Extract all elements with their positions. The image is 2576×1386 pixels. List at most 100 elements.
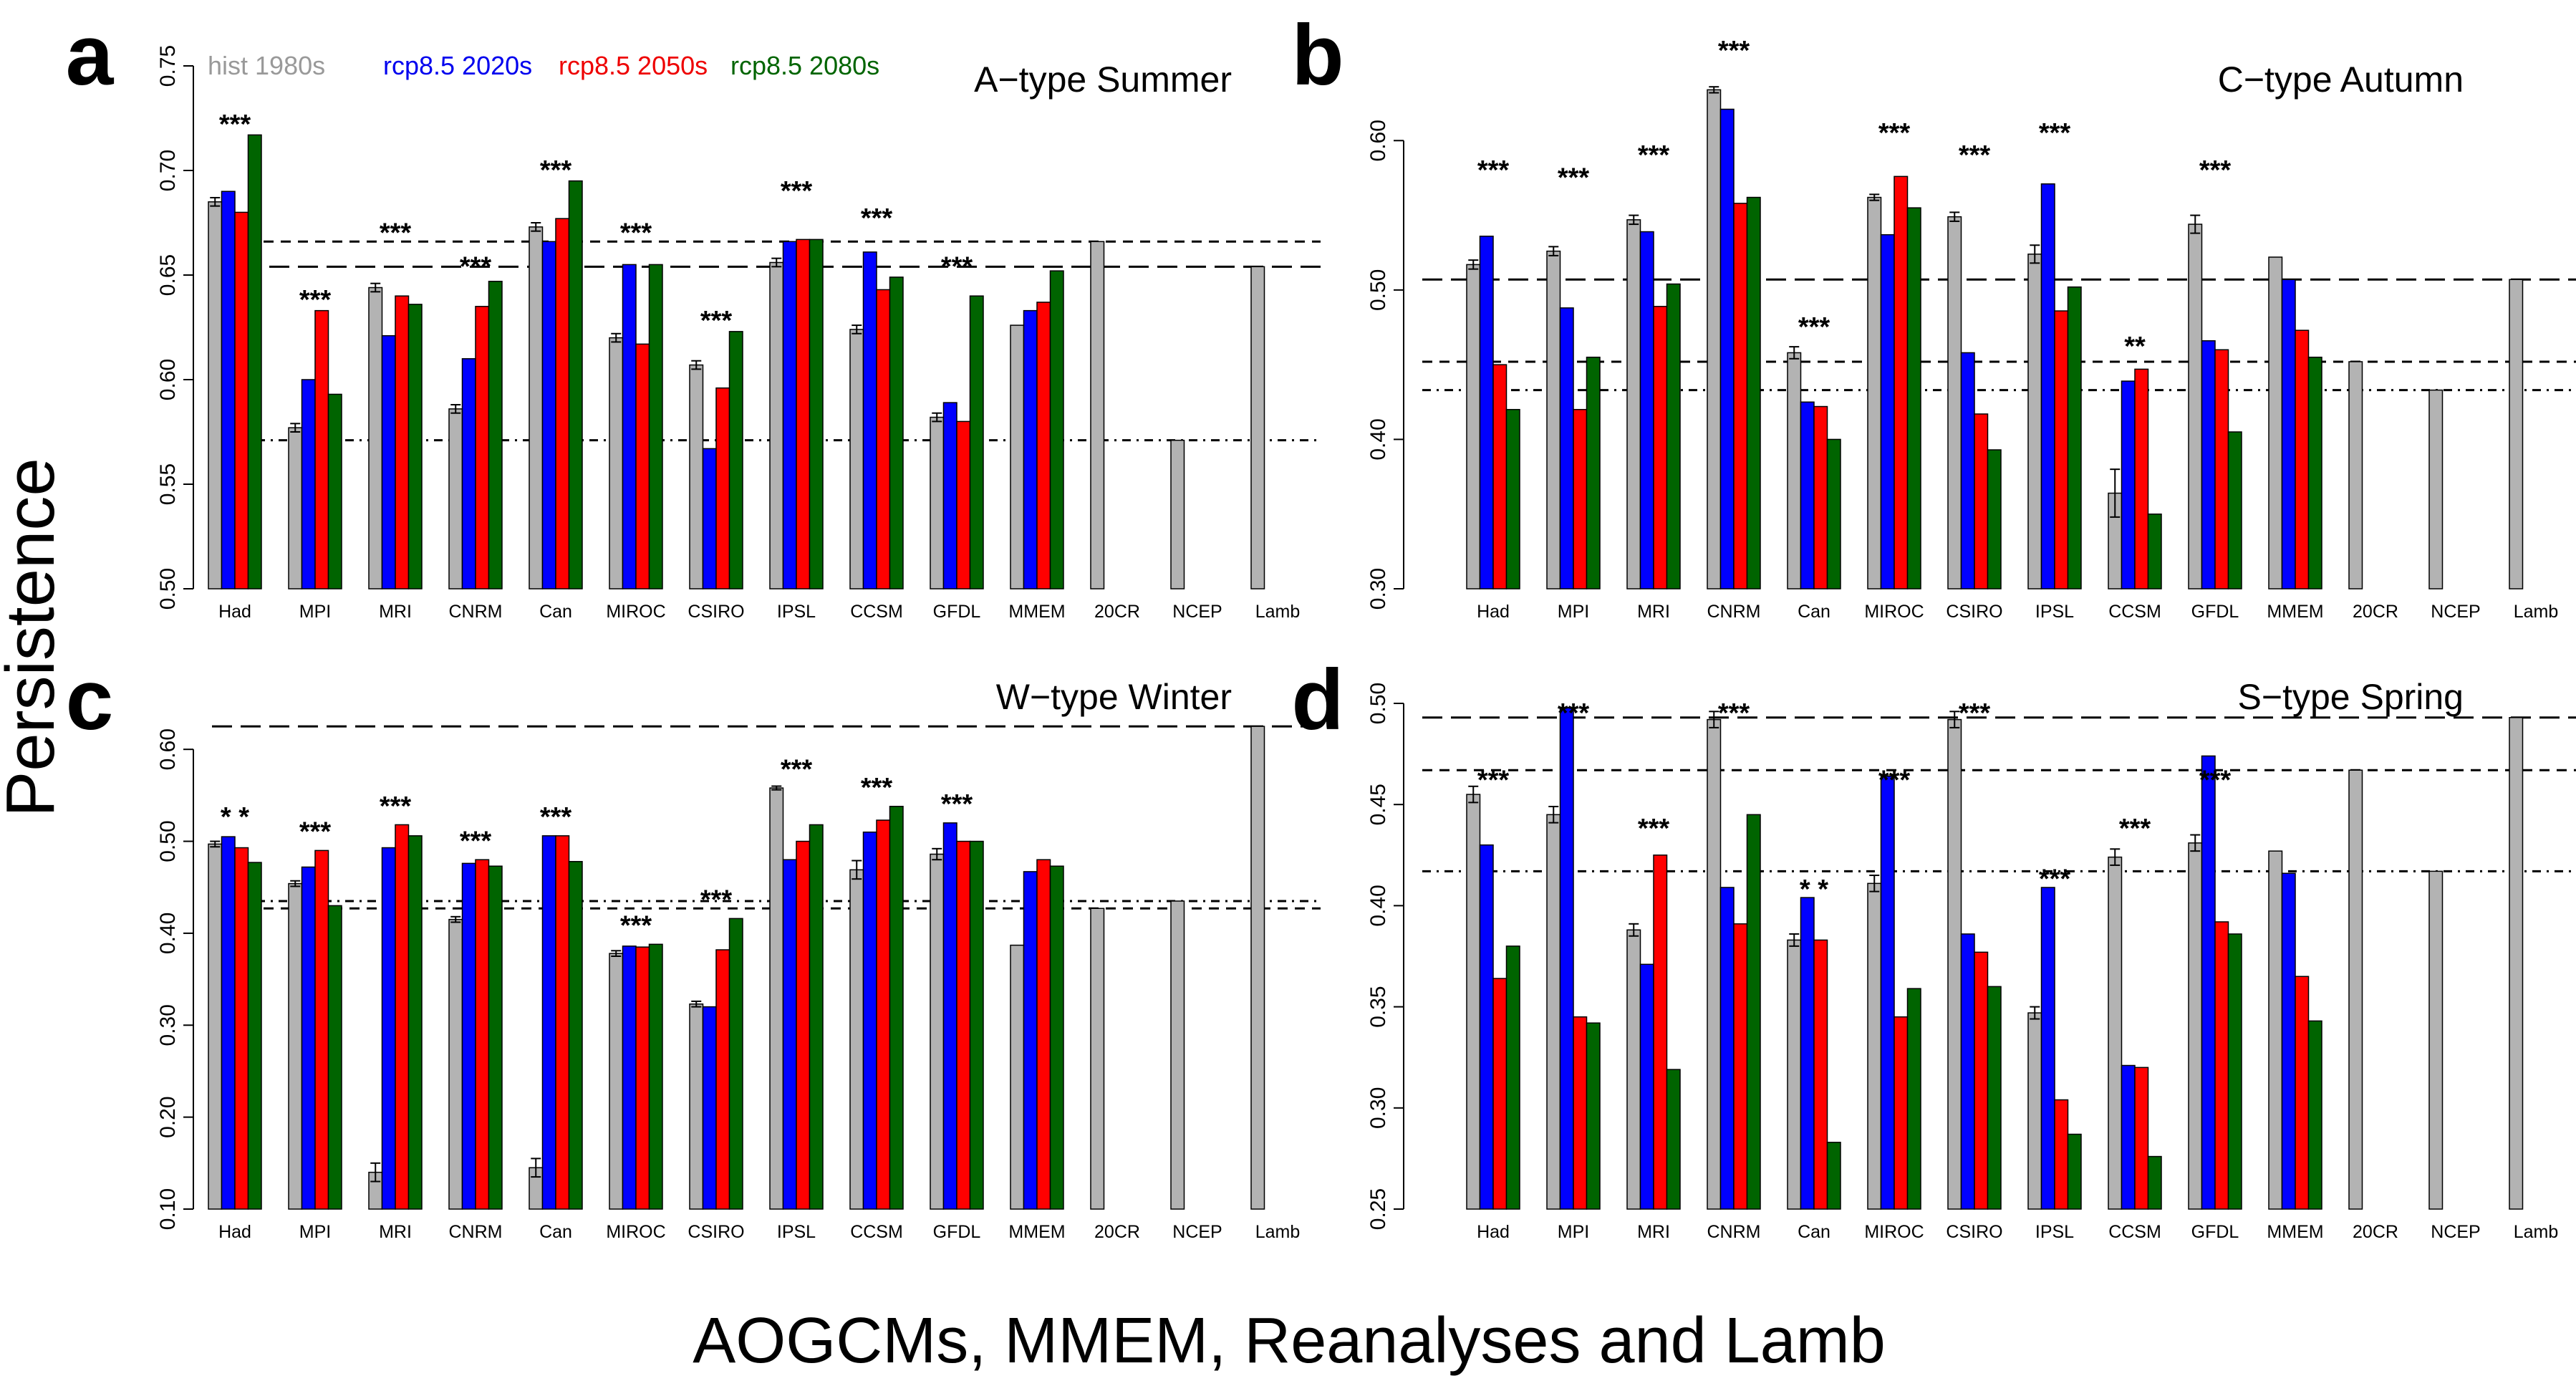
significance-label: *** — [1718, 36, 1750, 66]
x-tick-label: IPSL — [777, 1222, 816, 1242]
bar — [2214, 921, 2229, 1210]
significance-label: *** — [1959, 698, 1991, 728]
x-tick-label: NCEP — [1172, 602, 1222, 622]
bar — [702, 448, 717, 589]
significance-label: *** — [620, 911, 652, 941]
bar — [1170, 900, 1185, 1210]
panel-title: S−type Spring — [2238, 677, 2464, 717]
bar — [2214, 349, 2229, 589]
bar — [2509, 279, 2524, 589]
bar — [702, 1006, 717, 1210]
bar — [1466, 264, 1481, 589]
bar — [555, 218, 570, 589]
x-tick-label: 20CR — [1094, 1222, 1140, 1242]
bar — [1719, 108, 1735, 589]
significance-label: *** — [2039, 118, 2071, 148]
bar — [2428, 870, 2444, 1210]
bar — [1559, 307, 1574, 589]
bar — [395, 295, 410, 589]
bar — [461, 862, 476, 1210]
panel-letter: b — [1291, 7, 1344, 103]
x-tick-label: MPI — [1558, 602, 1589, 622]
bar — [1479, 844, 1494, 1210]
x-tick-label: CSIRO — [688, 602, 744, 622]
bar — [2027, 254, 2042, 589]
x-tick-label: MPI — [299, 1222, 331, 1242]
bar — [1733, 923, 1748, 1210]
x-tick-label: CSIRO — [1946, 602, 2002, 622]
panel-title: W−type Winter — [996, 677, 1232, 717]
bar — [1546, 814, 1561, 1210]
bar — [876, 819, 891, 1210]
significance-label: *** — [700, 306, 733, 336]
bar — [448, 408, 463, 589]
bar — [2040, 183, 2055, 589]
bar — [862, 251, 877, 589]
significance-label: *** — [861, 773, 893, 803]
bar — [2201, 340, 2216, 589]
bar — [1479, 236, 1494, 589]
bar — [1559, 706, 1574, 1210]
significance-label: *** — [1477, 765, 1510, 795]
bar — [2121, 1064, 2136, 1210]
bar — [969, 840, 984, 1210]
bar — [2054, 310, 2069, 589]
significance-label: *** — [781, 176, 813, 206]
bar — [1170, 439, 1185, 589]
bar — [314, 850, 329, 1210]
significance-label: *** — [460, 827, 492, 857]
significance-label: *** — [2199, 765, 2232, 795]
bar — [1010, 944, 1025, 1210]
bar — [956, 420, 971, 589]
bar — [648, 943, 663, 1210]
bar — [327, 905, 342, 1210]
bar — [1250, 726, 1265, 1210]
bar — [2348, 361, 2363, 589]
bar — [247, 862, 262, 1210]
significance-label: *** — [1638, 814, 1670, 844]
bar — [2227, 933, 2242, 1210]
bar — [1666, 283, 1681, 589]
x-tick-label: GFDL — [933, 1222, 981, 1242]
bar — [1090, 241, 1105, 589]
bar — [448, 918, 463, 1210]
bar — [1867, 196, 1882, 589]
significance-label: *** — [2199, 155, 2232, 186]
bar — [1626, 219, 1641, 589]
bar — [689, 1003, 704, 1210]
bar — [1800, 401, 1815, 589]
bar — [942, 402, 957, 589]
bar — [475, 859, 490, 1210]
y-tick-label: 0.30 — [1366, 1087, 1390, 1129]
x-tick-label: MRI — [379, 602, 412, 622]
significance-label: *** — [1558, 698, 1590, 728]
bar — [1466, 794, 1481, 1210]
bar — [1250, 266, 1265, 589]
bar — [1733, 203, 1748, 589]
y-tick-label: 0.30 — [1366, 568, 1390, 610]
x-tick-label: Lamb — [1255, 602, 1301, 622]
bar — [635, 343, 650, 589]
bar — [930, 853, 945, 1210]
bar — [407, 304, 423, 589]
bar — [1987, 986, 2002, 1210]
x-tick-label: Lamb — [1255, 1222, 1301, 1242]
bar — [849, 869, 864, 1210]
bar — [314, 309, 329, 589]
bar — [1586, 356, 1601, 589]
x-tick-label: 20CR — [1094, 602, 1140, 622]
y-tick-label: 0.45 — [1366, 784, 1390, 825]
bar — [1880, 234, 1895, 589]
bar — [796, 239, 811, 589]
x-tick-label: Had — [1477, 602, 1510, 622]
legend-entry: rcp8.5 2020s — [383, 51, 532, 80]
bar — [234, 847, 249, 1210]
x-tick-label: 20CR — [2353, 602, 2398, 622]
bar — [1894, 1016, 1909, 1210]
bar — [1826, 438, 1841, 589]
y-tick-label: 0.50 — [156, 820, 180, 862]
bar — [1023, 871, 1038, 1210]
bar — [2281, 279, 2296, 589]
panel-b: b C−type Autumn 0.30 0.40 0.50 0.60 Had MPI MRI C… — [1291, 7, 2576, 622]
bar — [2121, 380, 2136, 589]
